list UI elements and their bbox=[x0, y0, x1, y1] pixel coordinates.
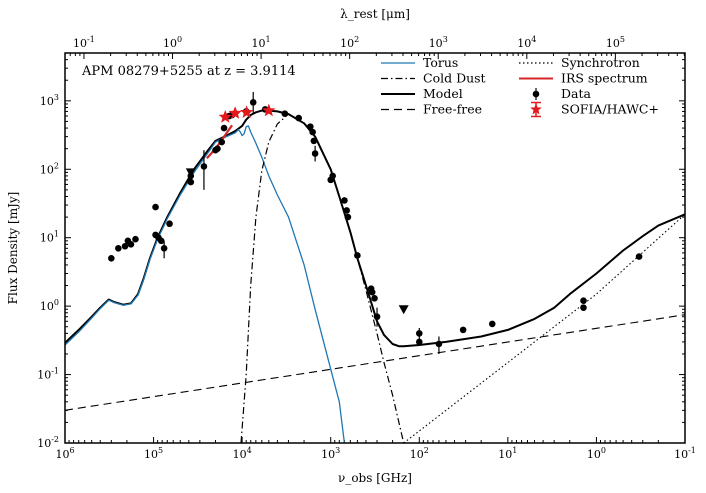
x-axis-label: ν_obs [GHz] bbox=[338, 471, 412, 485]
legend-label-torus: Torus bbox=[423, 55, 458, 70]
legend-label-sofia: SOFIA/HAWC+ bbox=[561, 102, 659, 117]
data-point bbox=[121, 242, 129, 250]
top-tick-label: 102 bbox=[340, 35, 359, 50]
y-tick-label: 100 bbox=[40, 298, 59, 313]
y-tick-label: 10-2 bbox=[37, 435, 59, 450]
data-point bbox=[187, 178, 195, 186]
data-point bbox=[344, 213, 352, 221]
data-point bbox=[218, 138, 226, 146]
data-point bbox=[343, 207, 350, 214]
x-tick-label: 105 bbox=[144, 446, 163, 461]
y-tick-label: 103 bbox=[40, 93, 59, 108]
legend-label-model: Model bbox=[423, 86, 463, 101]
upper-limit-marker bbox=[185, 168, 196, 178]
top-tick-label: 105 bbox=[606, 35, 625, 50]
top-tick-label: 103 bbox=[429, 35, 448, 50]
data-point bbox=[341, 197, 348, 204]
data-point bbox=[371, 295, 378, 302]
y-axis-label: Flux Density [mJy] bbox=[6, 192, 20, 305]
x-tick-label: 103 bbox=[321, 446, 340, 461]
legend-label-synchrotron: Synchrotron bbox=[561, 55, 640, 70]
y-tick-label: 10-1 bbox=[37, 367, 59, 382]
data-point bbox=[132, 235, 139, 243]
model-curves bbox=[65, 109, 685, 443]
data-markers bbox=[108, 91, 643, 354]
object-annotation: APM 08279+5255 at z = 3.9114 bbox=[81, 64, 296, 79]
y-tick-label: 101 bbox=[40, 230, 59, 245]
data-point bbox=[310, 137, 318, 145]
sofia-point bbox=[228, 106, 242, 119]
data-point bbox=[115, 245, 122, 252]
legend-label-cold-dust: Cold Dust bbox=[423, 71, 486, 86]
x-tick-label: 102 bbox=[410, 446, 429, 461]
data-point bbox=[160, 245, 168, 252]
data-point bbox=[329, 172, 336, 180]
top-axis-label: λ_rest [μm] bbox=[340, 7, 410, 21]
plot-frame bbox=[64, 52, 686, 444]
data-point bbox=[354, 252, 361, 259]
x-tick-label: 106 bbox=[55, 446, 74, 461]
data-point bbox=[459, 326, 467, 334]
data-point bbox=[309, 128, 316, 136]
tick-labels: 106 105 104 103 102 101 100 10-1 10-1 100 101 102 10… bbox=[37, 35, 696, 461]
legend-label-irs: IRS spectrum bbox=[561, 71, 648, 86]
x-tick-label: 10-1 bbox=[674, 446, 696, 461]
legend-swatch-data bbox=[532, 90, 540, 98]
data-point bbox=[157, 237, 165, 245]
top-tick-label: 101 bbox=[252, 35, 271, 50]
data-point bbox=[311, 150, 319, 157]
data-point bbox=[580, 304, 587, 311]
data-point bbox=[152, 203, 159, 211]
data-point bbox=[249, 99, 257, 106]
upper-limit-marker bbox=[398, 305, 409, 315]
cold-dust-curve bbox=[240, 113, 405, 443]
data-point bbox=[415, 330, 423, 337]
y-tick-label: 102 bbox=[40, 161, 59, 176]
data-point bbox=[281, 110, 289, 117]
torus-curve bbox=[65, 125, 346, 443]
sofia-point bbox=[218, 110, 232, 123]
data-point bbox=[635, 253, 643, 260]
data-point bbox=[108, 255, 115, 262]
data-point bbox=[415, 338, 423, 346]
x-tick-label: 104 bbox=[233, 446, 252, 461]
synchrotron-curve bbox=[403, 213, 685, 443]
data-point bbox=[200, 163, 208, 170]
data-point bbox=[373, 313, 381, 321]
sofia-point bbox=[262, 103, 276, 117]
legend-swatch-sofia bbox=[530, 103, 542, 115]
data-point bbox=[295, 114, 302, 122]
data-point bbox=[127, 241, 135, 248]
data-point bbox=[220, 124, 228, 132]
legend-label-free-free: Free-free bbox=[423, 102, 482, 117]
data-point bbox=[166, 220, 173, 228]
x-tick-label: 100 bbox=[587, 446, 606, 461]
data-point bbox=[435, 340, 443, 348]
top-tick-label: 100 bbox=[163, 35, 182, 50]
x-tick-label: 101 bbox=[498, 446, 517, 461]
free-free-curve bbox=[65, 314, 685, 411]
data-point bbox=[214, 145, 221, 152]
legend-label-data: Data bbox=[561, 86, 591, 101]
data-point bbox=[488, 320, 496, 328]
sofia-point bbox=[240, 105, 254, 118]
top-tick-label: 10-1 bbox=[73, 35, 95, 50]
top-tick-label: 104 bbox=[517, 35, 536, 50]
data-point bbox=[307, 123, 314, 130]
data-point bbox=[580, 297, 587, 305]
data-point bbox=[368, 288, 376, 296]
